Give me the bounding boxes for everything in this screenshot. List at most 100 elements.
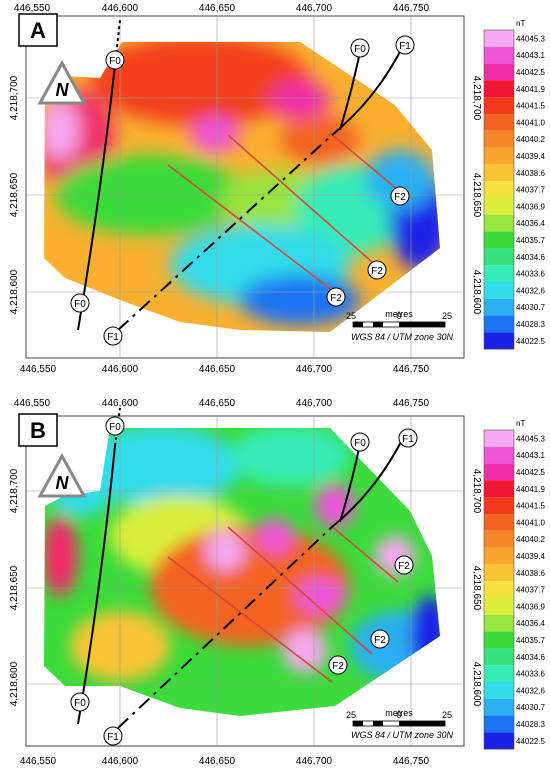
map-panel-a: F0 F0 F0 F1 F1 F2 F2 F2 A N 446,550 446,… xyxy=(9,3,545,375)
legend-value: 44032.6 xyxy=(516,286,545,295)
scale-bar: metres 25 0 25 WGS 84 / UTM zone 30N xyxy=(346,708,453,740)
legend-value: 44041.9 xyxy=(516,85,545,94)
legend-swatch xyxy=(484,181,514,198)
y-axis-ticks-right: 4,218,700 4,218,650 4,218,600 xyxy=(471,469,482,707)
legend-value: 44034.6 xyxy=(516,253,545,262)
legend-swatch xyxy=(484,114,514,131)
legend-swatch xyxy=(484,480,514,498)
label-f1-top: F1 xyxy=(395,35,415,55)
svg-text:4,218,650: 4,218,650 xyxy=(9,565,20,610)
legend-swatch xyxy=(484,30,514,47)
label-f0-top: F0 xyxy=(105,50,125,70)
legend-value: 44041.9 xyxy=(516,485,545,494)
svg-text:F1: F1 xyxy=(107,332,119,343)
legend-swatch xyxy=(484,682,514,699)
grid-lines xyxy=(26,416,464,746)
legend-unit: nT xyxy=(516,419,525,428)
legend-value: 44028.3 xyxy=(516,320,545,329)
legend-swatch xyxy=(484,315,514,333)
legend-swatch xyxy=(484,698,514,716)
svg-text:446,650: 446,650 xyxy=(199,398,236,409)
svg-text:F2: F2 xyxy=(330,293,342,304)
svg-text:F0: F0 xyxy=(74,698,86,709)
legend-value: 44039.4 xyxy=(516,552,545,561)
legend-border xyxy=(483,29,515,350)
x-axis-ticks-top: 446,550 446,600 446,650 446,700 446,750 xyxy=(14,3,430,14)
label-f1-top: F1 xyxy=(398,428,418,448)
svg-text:25: 25 xyxy=(346,311,356,321)
fault-f1 xyxy=(331,439,403,528)
y-axis-ticks-left: 4,218,700 4,218,650 4,218,600 xyxy=(9,75,20,314)
svg-text:446,650: 446,650 xyxy=(199,756,236,767)
panel-label: A xyxy=(18,13,58,47)
panel-b: F0 F0 F0 F1 F1 F2 F2 F2 B N 446,550 446,… xyxy=(0,386,550,772)
legend-swatch xyxy=(484,214,514,232)
legend-swatch xyxy=(484,463,514,481)
svg-text:WGS 84 / UTM zone 30N: WGS 84 / UTM zone 30N xyxy=(351,332,454,342)
label-f2-c: F2 xyxy=(326,287,346,307)
svg-text:F0: F0 xyxy=(74,299,86,310)
legend-value: 44043.1 xyxy=(516,451,545,460)
legend-value: 44041.5 xyxy=(516,502,545,511)
legend-swatch xyxy=(484,231,514,249)
svg-text:F2: F2 xyxy=(394,192,406,203)
svg-text:25: 25 xyxy=(346,710,356,720)
svg-text:4,218,700: 4,218,700 xyxy=(471,76,482,121)
legend-swatch xyxy=(484,514,514,531)
legend-swatch xyxy=(484,648,514,666)
legend-value: 44041.5 xyxy=(516,102,545,111)
svg-text:F2: F2 xyxy=(374,635,386,646)
legend-value: 44043.1 xyxy=(516,51,545,60)
legend-swatch xyxy=(484,46,514,64)
scale-bar: metres 25 0 25 WGS 84 / UTM zone 30N xyxy=(346,309,453,342)
legend-value: 44035.7 xyxy=(516,236,545,245)
svg-text:4,218,700: 4,218,700 xyxy=(9,468,20,513)
fault-f1-dashed xyxy=(117,526,333,729)
svg-text:446,600: 446,600 xyxy=(102,364,139,375)
legend-swatch xyxy=(484,97,514,114)
fault-f0-east xyxy=(339,51,361,131)
legend-swatch xyxy=(484,732,514,750)
svg-text:446,650: 446,650 xyxy=(199,364,236,375)
svg-text:446,700: 446,700 xyxy=(296,364,333,375)
legend-swatch xyxy=(484,198,514,215)
legend-value: 44041.0 xyxy=(516,518,545,527)
legend-value: 44034.6 xyxy=(516,653,545,662)
map-panel-b: F0 F0 F0 F1 F1 F2 F2 F2 B N 446,550 446,… xyxy=(9,398,545,767)
svg-text:B: B xyxy=(30,418,46,443)
legend-value: 44036.4 xyxy=(516,619,545,628)
legend-swatch xyxy=(484,715,514,733)
legend-unit: nT xyxy=(516,19,525,28)
x-axis-ticks-top: 446,550 446,600 446,650 446,700 446,750 xyxy=(14,398,430,409)
legend-swatch xyxy=(484,130,514,148)
label-f1-bottom: F1 xyxy=(103,726,123,746)
svg-text:25: 25 xyxy=(442,311,452,321)
legend-value: 44036.4 xyxy=(516,219,545,228)
legend-swatch xyxy=(484,80,514,98)
legend-value: 44040.2 xyxy=(516,135,545,144)
legend-swatch xyxy=(484,164,514,182)
svg-text:N: N xyxy=(56,473,70,493)
legend-value: 44030.7 xyxy=(516,303,545,312)
svg-text:446,650: 446,650 xyxy=(199,3,236,14)
legend-value: 44028.3 xyxy=(516,720,545,729)
svg-text:4,218,600: 4,218,600 xyxy=(471,662,482,707)
label-f2-b: F2 xyxy=(367,260,387,280)
svg-text:A: A xyxy=(30,18,46,43)
svg-text:F2: F2 xyxy=(332,661,344,672)
legend-swatch xyxy=(484,332,514,350)
legend-swatch xyxy=(484,598,514,615)
svg-text:F0: F0 xyxy=(109,422,121,433)
svg-text:446,700: 446,700 xyxy=(296,3,333,14)
svg-text:446,700: 446,700 xyxy=(296,398,333,409)
svg-text:4,218,700: 4,218,700 xyxy=(471,469,482,514)
svg-text:446,750: 446,750 xyxy=(393,756,430,767)
legend-swatch xyxy=(484,564,514,582)
label-f1-bottom: F1 xyxy=(103,326,123,346)
svg-text:F0: F0 xyxy=(109,56,121,67)
svg-text:F2: F2 xyxy=(398,561,410,572)
svg-text:446,600: 446,600 xyxy=(102,398,139,409)
svg-text:446,550: 446,550 xyxy=(20,364,57,375)
legend-value: 44033.6 xyxy=(516,270,545,279)
legend-value: 44037.7 xyxy=(516,186,545,195)
